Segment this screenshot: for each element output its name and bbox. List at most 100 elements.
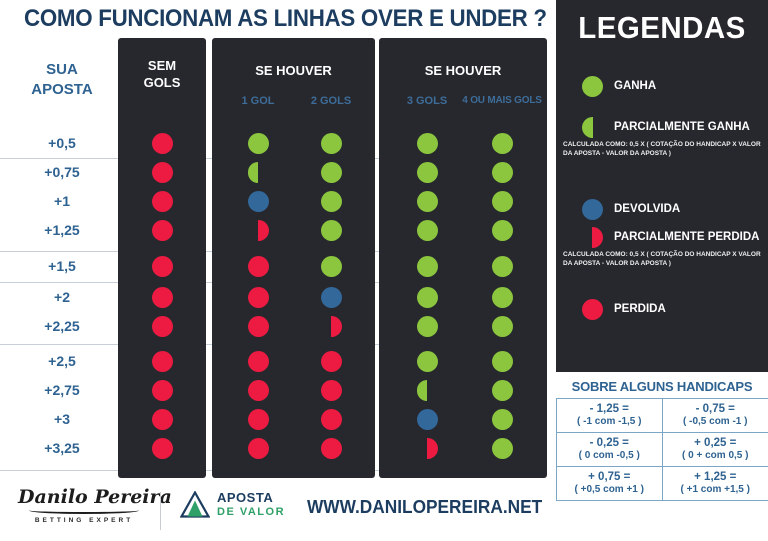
result-dot-red bbox=[151, 132, 173, 154]
bet-row-label: +1,5 bbox=[48, 258, 76, 274]
result-dot-red bbox=[247, 379, 269, 401]
result-dot-red bbox=[151, 255, 173, 277]
subheader-4-ou-mais-gols: 4 OU MAIS GOLS bbox=[462, 95, 542, 106]
column-header-sem-gols: SEM GOLS bbox=[143, 58, 181, 90]
result-dot-green bbox=[416, 350, 438, 372]
refund-dot-icon bbox=[582, 199, 603, 220]
result-dot-red bbox=[247, 350, 269, 372]
brand-script-text: Danilo Pereira bbox=[18, 486, 172, 508]
result-dot-green bbox=[491, 315, 513, 337]
result-dot-red bbox=[247, 315, 269, 337]
legend-title: LEGENDAS bbox=[578, 10, 746, 45]
result-dot-green bbox=[416, 286, 438, 308]
aposta-de-valor-triangle-icon bbox=[180, 491, 210, 518]
handicap-formula: ( 0 + com 0,5 ) bbox=[682, 450, 749, 461]
bet-row-label: +3,25 bbox=[44, 440, 80, 456]
handicap-cell: - 0,25 = ( 0 com -0,5 ) bbox=[557, 433, 663, 467]
logo2-line1: APOSTA bbox=[217, 490, 274, 505]
handicap-value: + 0,75 = bbox=[588, 471, 631, 483]
result-dot-red bbox=[247, 286, 269, 308]
result-dot-red bbox=[151, 190, 173, 212]
bet-row-label: +3 bbox=[54, 411, 70, 427]
result-dot-red bbox=[320, 437, 342, 459]
bet-row-label: +0,5 bbox=[48, 135, 76, 151]
result-dot-half_red bbox=[258, 219, 269, 241]
handicaps-panel: SOBRE ALGUNS HANDICAPS - 1,25 = ( -1 com… bbox=[556, 372, 768, 541]
result-dot-red bbox=[320, 350, 342, 372]
bet-row-label: +2,5 bbox=[48, 353, 76, 369]
aposta-de-valor-text: APOSTA DE VALOR bbox=[217, 490, 285, 519]
panel-se-houver-1-2 bbox=[212, 38, 375, 478]
bet-row-label: +2 bbox=[54, 289, 70, 305]
half-lose-dot-icon bbox=[592, 227, 603, 248]
result-dot-red bbox=[247, 408, 269, 430]
logo2-line2: DE VALOR bbox=[217, 506, 286, 518]
legend-label-ganha: GANHA bbox=[614, 80, 657, 92]
brand-subtitle: BETTING EXPERT bbox=[34, 517, 134, 524]
legend-note-parcialmente-perdida: CALCULADA COMO: 0,5 X ( COTAÇÃO DO HANDI… bbox=[563, 251, 761, 267]
column-header-se-houver-mid: SE HOUVER bbox=[255, 63, 332, 78]
result-dot-green bbox=[491, 379, 513, 401]
result-dot-blue bbox=[416, 408, 438, 430]
result-dot-green bbox=[416, 219, 438, 241]
subheader-1-gol: 1 GOL bbox=[241, 95, 275, 107]
handicap-value: - 0,75 = bbox=[695, 403, 735, 415]
result-dot-green bbox=[491, 132, 513, 154]
result-dot-half_green bbox=[247, 161, 258, 183]
brand-swoosh-line bbox=[29, 507, 139, 514]
handicap-formula: ( 0 com -0,5 ) bbox=[578, 450, 640, 461]
panel-se-houver-3-4 bbox=[379, 38, 547, 478]
result-dot-green bbox=[491, 408, 513, 430]
handicap-value: - 1,25 = bbox=[589, 403, 629, 415]
handicap-cell: - 1,25 = ( -1 com -1,5 ) bbox=[557, 399, 663, 433]
result-dot-red bbox=[151, 161, 173, 183]
result-dot-half_green bbox=[416, 379, 427, 401]
website-url: WWW.DANILOPEREIRA.NET bbox=[307, 497, 543, 517]
handicap-cell: - 0,75 = ( -0,5 com -1 ) bbox=[662, 399, 768, 433]
handicaps-grid: - 1,25 = ( -1 com -1,5 ) - 0,75 = ( -0,5… bbox=[556, 398, 768, 501]
page-title: COMO FUNCIONAM AS LINHAS OVER E UNDER ? bbox=[24, 5, 547, 32]
legend-label-parcialmente-perdida: PARCIALMENTE PERDIDA bbox=[614, 231, 760, 243]
handicap-formula: ( +0,5 com +1 ) bbox=[574, 484, 644, 495]
bet-row-label: +1 bbox=[54, 193, 70, 209]
result-dot-blue bbox=[247, 190, 269, 212]
footer-divider bbox=[160, 492, 161, 530]
result-dot-red bbox=[151, 408, 173, 430]
result-dot-green bbox=[491, 286, 513, 308]
result-dot-green bbox=[416, 161, 438, 183]
win-dot-icon bbox=[582, 76, 603, 97]
lose-dot-icon bbox=[582, 299, 603, 320]
subheader-2-gols: 2 GOLS bbox=[310, 95, 352, 107]
danilo-pereira-logo: Danilo Pereira BETTING EXPERT bbox=[18, 486, 172, 524]
result-dot-red bbox=[151, 350, 173, 372]
result-dot-green bbox=[491, 437, 513, 459]
handicap-value: - 0,25 = bbox=[589, 437, 629, 449]
legend-note-parcialmente-ganha: CALCULADA COMO: 0,5 X ( COTAÇÃO DO HANDI… bbox=[563, 141, 761, 157]
legend-label-devolvida: DEVOLVIDA bbox=[614, 203, 681, 215]
legend-panel: LEGENDAS GANHA PARCIALMENTE GANHA CALCUL… bbox=[556, 0, 768, 372]
half-win-dot-icon bbox=[582, 117, 593, 138]
result-dot-half_red bbox=[427, 437, 438, 459]
result-dot-red bbox=[320, 379, 342, 401]
result-dot-red bbox=[247, 255, 269, 277]
result-dot-red bbox=[151, 379, 173, 401]
result-dot-green bbox=[416, 132, 438, 154]
result-dot-green bbox=[320, 161, 342, 183]
legend-label-perdida: PERDIDA bbox=[614, 303, 666, 315]
handicap-formula: ( +1 com +1,5 ) bbox=[680, 484, 750, 495]
result-dot-green bbox=[320, 219, 342, 241]
result-dot-green bbox=[320, 132, 342, 154]
result-dot-red bbox=[151, 286, 173, 308]
column-header-se-houver-right: SE HOUVER bbox=[424, 63, 502, 78]
legend-label-parcialmente-ganha: PARCIALMENTE GANHA bbox=[614, 121, 750, 133]
bet-row-label: +1,25 bbox=[44, 222, 80, 238]
result-dot-green bbox=[416, 315, 438, 337]
result-dot-green bbox=[491, 161, 513, 183]
result-dot-green bbox=[320, 190, 342, 212]
subheader-3-gols: 3 GOLS bbox=[406, 95, 448, 107]
column-header-sua-aposta: SUA APOSTA bbox=[31, 61, 93, 98]
handicap-cell: + 0,75 = ( +0,5 com +1 ) bbox=[557, 467, 663, 501]
handicaps-title: SOBRE ALGUNS HANDICAPS bbox=[571, 379, 753, 394]
